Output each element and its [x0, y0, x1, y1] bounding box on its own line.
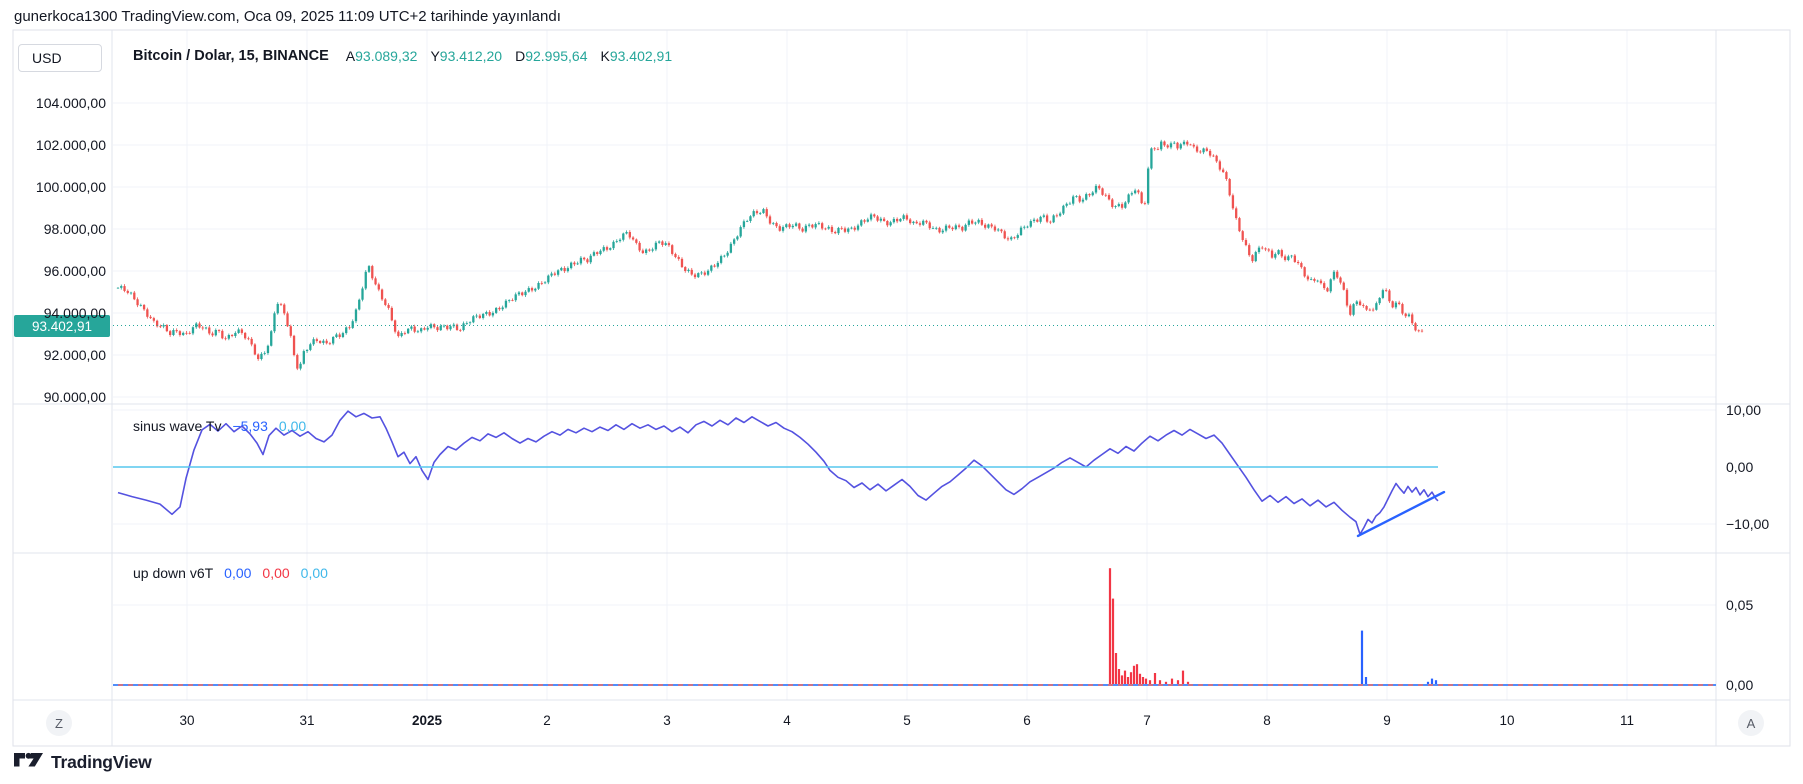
price-axis-label: 102.000,00: [35, 137, 106, 153]
ohlc-open: A93.089,32: [345, 48, 418, 64]
time-axis-label: 3: [663, 713, 671, 728]
time-axis-label: 8: [1263, 713, 1271, 728]
sinus-wave-series: [117, 410, 1439, 536]
time-axis-label: 11: [1619, 713, 1634, 728]
tradingview-logo[interactable]: TradingView: [14, 751, 152, 773]
updown-value-2: 0,00: [262, 565, 290, 581]
sinus-wave-title: sinus wave Tv: [133, 418, 222, 434]
time-axis-label: 9: [1383, 713, 1391, 728]
tradingview-logo-text: TradingView: [51, 751, 152, 772]
grid: [113, 30, 1716, 700]
time-axis-label: 6: [1023, 713, 1031, 728]
candlestick-series: [116, 141, 1424, 369]
updown-value-1: 0,00: [224, 565, 252, 581]
updown-series: [1108, 568, 1438, 685]
price-axis-label: 104.000,00: [35, 95, 106, 111]
symbol-title: Bitcoin / Dolar, 15, BINANCE: [133, 48, 329, 64]
updown-title: up down v6T: [133, 565, 214, 581]
sinus-axis-label: 0,00: [1726, 459, 1754, 475]
sinus-axis-label: −10,00: [1726, 516, 1770, 532]
ohlc-high: Y93.412,20: [430, 48, 503, 64]
updown-axis-label: 0,05: [1726, 597, 1754, 613]
panel-dividers: [12, 29, 1791, 747]
symbol-legend: Bitcoin / Dolar, 15, BINANCE A93.089,32 …: [133, 48, 672, 64]
currency-button-label: USD: [32, 50, 62, 66]
time-axis-label: 31: [299, 713, 315, 728]
price-axis-label: 98.000,00: [43, 221, 106, 237]
time-axis-label: 5: [903, 713, 911, 728]
ohlc-low: D92.995,64: [515, 48, 588, 64]
currency-button[interactable]: USD: [18, 44, 102, 72]
published-line: gunerkoca1300 TradingView.com, Oca 09, 2…: [14, 8, 561, 25]
time-axis-label: 30: [179, 713, 195, 728]
sinus-wave-value-1: −5,93: [232, 418, 268, 434]
price-axis-label: 90.000,00: [43, 389, 106, 405]
time-axis-label: 4: [783, 713, 791, 728]
trend-line[interactable]: [1356, 490, 1446, 538]
sinus-wave-legend: sinus wave Tv −5,93 0,00: [133, 418, 306, 434]
price-axis-label: 92.000,00: [43, 347, 106, 363]
timezone-button[interactable]: Z: [46, 710, 72, 736]
updown-value-3: 0,00: [300, 565, 328, 581]
sinus-wave-value-2: 0,00: [278, 418, 307, 434]
price-axis-label: 94.000,00: [43, 305, 106, 321]
time-axis-label: 10: [1499, 713, 1515, 728]
time-axis-label: 2025: [411, 713, 443, 728]
ohlc-close: K93.402,91: [600, 48, 673, 64]
time-axis-label: 7: [1143, 713, 1151, 728]
auto-scale-button[interactable]: A: [1738, 710, 1764, 736]
tradingview-logo-icon: [14, 752, 43, 767]
price-axis-label: 100.000,00: [35, 179, 106, 195]
sinus-axis-label: 10,00: [1726, 402, 1762, 418]
price-axis-label: 96.000,00: [43, 263, 106, 279]
updown-axis-label: 0,00: [1726, 677, 1754, 693]
last-price-badge: 93.402,91: [14, 315, 110, 337]
time-axis-label: 2: [543, 713, 551, 728]
updown-legend: up down v6T 0,00 0,00 0,00: [133, 565, 328, 581]
